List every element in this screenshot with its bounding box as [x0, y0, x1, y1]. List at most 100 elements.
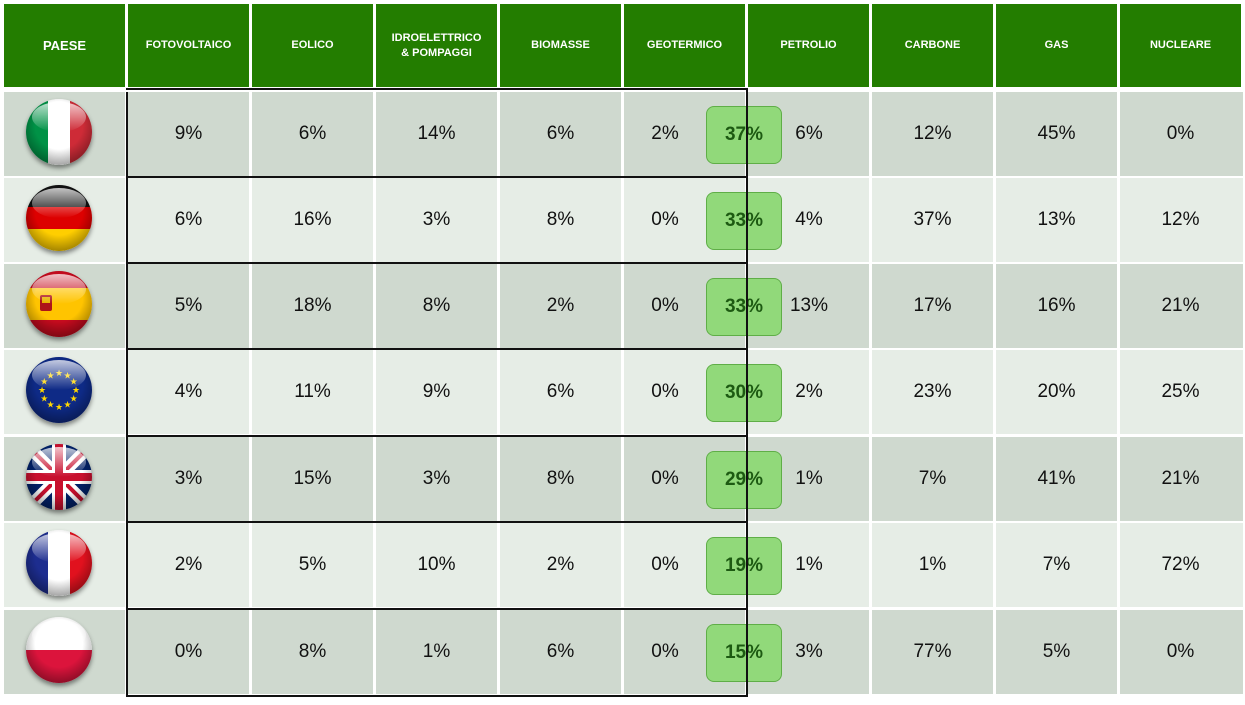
row-background [252, 92, 373, 176]
renewable-total-badge: 37% [706, 106, 782, 164]
header-carbone: CARBONE [872, 4, 993, 87]
cell-fotovoltaico: 0% [174, 641, 203, 662]
row-background [1120, 92, 1243, 176]
row-background [500, 350, 621, 434]
cell-fotovoltaico: 2% [174, 554, 203, 575]
uk-flag-icon [26, 444, 92, 510]
cell-idro: 1% [422, 641, 451, 662]
row-background [376, 610, 497, 694]
cell-fotovoltaico: 5% [174, 295, 203, 316]
country-cell [0, 610, 123, 694]
row-background [500, 178, 621, 262]
renewable-total-badge: 33% [706, 192, 782, 250]
row-background [128, 610, 249, 694]
table-row: 0% 8% 1% 6% 0% 3% 77% 5% 0% 15% [0, 608, 1243, 694]
poland-flag-icon [26, 617, 92, 683]
cell-gas: 45% [1037, 123, 1076, 144]
renewable-total-badge: 29% [706, 451, 782, 509]
table-row: 9% 6% 14% 6% 2% 6% 12% 45% 0% 37% [0, 92, 1243, 176]
renewable-left-border [126, 92, 128, 697]
table-row: 5% 18% 8% 2% 0% 13% 17% 16% 21% 33% [0, 262, 1243, 348]
cell-fotovoltaico: 9% [174, 123, 203, 144]
cell-carbone: 17% [913, 295, 952, 316]
cell-nucleare: 0% [1166, 123, 1195, 144]
row-separator [126, 262, 748, 264]
cell-geotermico: 0% [651, 209, 679, 230]
renewable-total-badge: 15% [706, 624, 782, 682]
cell-biomasse: 6% [546, 123, 575, 144]
row-background [128, 92, 249, 176]
header-paese: PAESE [4, 4, 125, 87]
row-background [252, 523, 373, 607]
row-background [872, 523, 993, 607]
cell-biomasse: 6% [546, 641, 575, 662]
cell-carbone: 23% [913, 381, 952, 402]
cell-carbone: 1% [918, 554, 947, 575]
renewable-total-badge: 33% [706, 278, 782, 336]
header-fotovoltaico: FOTOVOLTAICO [128, 4, 249, 87]
cell-gas: 5% [1042, 641, 1071, 662]
cell-nucleare: 72% [1161, 554, 1200, 575]
row-background [996, 264, 1117, 348]
spain-flag-icon [26, 271, 92, 337]
cell-geotermico: 2% [651, 123, 679, 144]
row-background [376, 264, 497, 348]
row-background [252, 178, 373, 262]
cell-fotovoltaico: 6% [174, 209, 203, 230]
cell-nucleare: 21% [1161, 468, 1200, 489]
row-background [1120, 523, 1243, 607]
row-background [1120, 264, 1243, 348]
row-background [500, 437, 621, 521]
row-background [872, 178, 993, 262]
row-separator [126, 521, 748, 523]
row-background [252, 610, 373, 694]
row-background [376, 92, 497, 176]
row-background [128, 437, 249, 521]
cell-carbone: 77% [913, 641, 952, 662]
row-background [996, 350, 1117, 434]
row-background [128, 178, 249, 262]
header-petrolio: PETROLIO [748, 4, 869, 87]
cell-petrolio: 3% [795, 641, 823, 662]
cell-idro: 9% [422, 381, 451, 402]
italy-flag-icon [26, 99, 92, 165]
row-background [128, 350, 249, 434]
renewable-top-border [126, 88, 748, 90]
header-nucleare: NUCLEARE [1120, 4, 1241, 87]
country-cell [0, 437, 123, 521]
country-cell [0, 178, 123, 262]
row-separator [126, 435, 748, 437]
row-background [500, 264, 621, 348]
cell-gas: 20% [1037, 381, 1076, 402]
row-background [872, 610, 993, 694]
row-background [500, 523, 621, 607]
renewable-right-border [746, 88, 748, 697]
row-separator [126, 608, 748, 610]
country-cell: ★★★★★★★★★★★★ [0, 350, 123, 434]
row-background [376, 178, 497, 262]
cell-biomasse: 2% [546, 554, 575, 575]
row-background [500, 610, 621, 694]
cell-carbone: 7% [918, 468, 947, 489]
table-row: 3% 15% 3% 8% 0% 1% 7% 41% 21% 29% [0, 435, 1243, 521]
cell-carbone: 37% [913, 209, 952, 230]
germany-flag-icon [26, 185, 92, 251]
cell-petrolio: 1% [795, 468, 823, 489]
row-background [500, 92, 621, 176]
row-background [252, 437, 373, 521]
france-flag-icon [26, 530, 92, 596]
row-background [128, 523, 249, 607]
cell-petrolio: 4% [795, 209, 823, 230]
cell-geotermico: 0% [651, 641, 679, 662]
row-background [1120, 610, 1243, 694]
row-background [996, 178, 1117, 262]
row-background [376, 350, 497, 434]
renewable-total-badge: 19% [706, 537, 782, 595]
cell-eolico: 11% [294, 381, 331, 402]
cell-petrolio: 2% [795, 381, 823, 402]
row-background [128, 264, 249, 348]
cell-fotovoltaico: 3% [174, 468, 203, 489]
cell-eolico: 8% [298, 641, 327, 662]
table-row: ★★★★★★★★★★★★ 4% 11% 9% 6% 0% 2% 23% 20% 25% 30% [0, 348, 1243, 434]
